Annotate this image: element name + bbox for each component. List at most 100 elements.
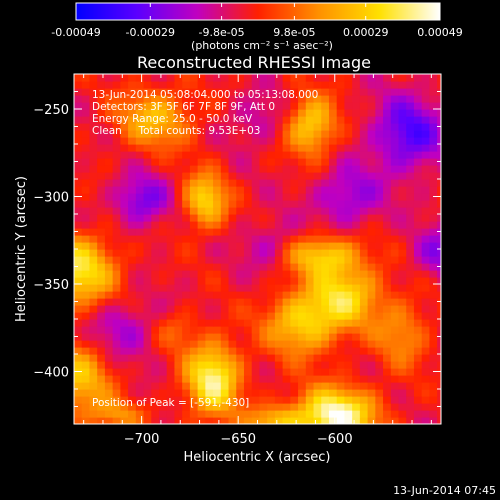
heatmap-cell bbox=[290, 291, 299, 299]
heatmap-cell bbox=[189, 221, 199, 229]
heatmap-cell bbox=[298, 158, 307, 166]
heatmap-cell bbox=[205, 193, 214, 201]
heatmap-cell bbox=[359, 214, 369, 222]
heatmap-cell bbox=[259, 144, 268, 152]
heatmap-cell bbox=[344, 109, 353, 117]
heatmap-cell bbox=[267, 284, 276, 292]
heatmap-cell bbox=[174, 235, 183, 243]
heatmap-cell bbox=[182, 361, 191, 369]
heatmap-cell bbox=[135, 249, 145, 257]
heatmap-cell bbox=[220, 347, 230, 355]
heatmap-cell bbox=[305, 242, 315, 250]
heatmap-cell bbox=[274, 326, 284, 334]
heatmap-cell bbox=[182, 319, 191, 327]
heatmap-cell bbox=[182, 340, 191, 348]
heatmap-cell bbox=[135, 396, 145, 404]
heatmap-cell bbox=[352, 172, 361, 180]
heatmap-cell bbox=[236, 382, 245, 390]
heatmap-cell bbox=[383, 242, 392, 250]
heatmap-cell bbox=[267, 305, 276, 313]
heatmap-cell bbox=[197, 179, 206, 187]
heatmap-cell bbox=[267, 123, 276, 131]
heatmap-cell bbox=[220, 221, 230, 229]
heatmap-cell bbox=[406, 277, 415, 285]
heatmap-cell bbox=[298, 263, 307, 271]
heatmap-cell bbox=[421, 319, 431, 327]
heatmap-cell bbox=[321, 88, 330, 96]
heatmap-cell bbox=[236, 144, 245, 152]
heatmap-cell bbox=[89, 221, 98, 229]
heatmap-cell bbox=[213, 151, 222, 159]
heatmap-cell bbox=[112, 242, 121, 250]
heatmap-cell bbox=[375, 235, 384, 243]
heatmap-cell bbox=[251, 368, 261, 376]
heatmap-cell bbox=[336, 144, 346, 152]
heatmap-cell bbox=[158, 228, 168, 236]
heatmap-cell bbox=[313, 179, 322, 187]
heatmap-cell bbox=[344, 284, 353, 292]
heatmap-cell bbox=[236, 123, 245, 131]
heatmap-cell bbox=[352, 95, 361, 103]
heatmap-cell bbox=[305, 144, 315, 152]
heatmap-cell bbox=[429, 333, 438, 341]
heatmap-cell bbox=[135, 354, 145, 362]
heatmap-cell bbox=[421, 312, 431, 320]
heatmap-cell bbox=[174, 263, 183, 271]
heatmap-cell bbox=[298, 95, 307, 103]
heatmap-cell bbox=[120, 88, 129, 96]
heatmap-cell bbox=[74, 95, 83, 103]
heatmap-cell bbox=[74, 256, 83, 264]
heatmap-cell bbox=[298, 375, 307, 383]
heatmap-cell bbox=[383, 326, 392, 334]
heatmap-cell bbox=[182, 389, 191, 397]
heatmap-cell bbox=[228, 396, 237, 404]
heatmap-cell bbox=[375, 158, 384, 166]
heatmap-cell bbox=[213, 263, 222, 271]
heatmap-cell bbox=[383, 109, 392, 117]
heatmap-cell bbox=[236, 249, 245, 257]
heatmap-cell bbox=[197, 221, 206, 229]
heatmap-cell bbox=[375, 249, 384, 257]
heatmap-cell bbox=[174, 158, 183, 166]
heatmap-cell bbox=[228, 256, 237, 264]
heatmap-cell bbox=[166, 312, 176, 320]
heatmap-cell bbox=[437, 382, 441, 390]
heatmap-cell bbox=[228, 263, 237, 271]
heatmap-cell bbox=[120, 235, 129, 243]
heatmap-cell bbox=[220, 193, 230, 201]
heatmap-cell bbox=[344, 298, 353, 306]
heatmap-cell bbox=[298, 410, 307, 418]
heatmap-cell bbox=[390, 305, 400, 313]
heatmap-cell bbox=[328, 368, 338, 376]
heatmap-cell bbox=[251, 256, 261, 264]
heatmap-cell bbox=[174, 172, 183, 180]
heatmap-cell bbox=[97, 228, 106, 236]
heatmap-cell bbox=[321, 403, 330, 411]
heatmap-cell bbox=[104, 172, 114, 180]
heatmap-cell bbox=[413, 396, 423, 404]
heatmap-cell bbox=[174, 95, 183, 103]
heatmap-cell bbox=[197, 375, 206, 383]
heatmap-cell bbox=[267, 179, 276, 187]
heatmap-cell bbox=[398, 81, 407, 89]
heatmap-cell bbox=[112, 375, 121, 383]
heatmap-cell bbox=[375, 144, 384, 152]
heatmap-cell bbox=[367, 347, 376, 355]
heatmap-cell bbox=[367, 263, 376, 271]
heatmap-cell bbox=[81, 137, 91, 145]
heatmap-cell bbox=[390, 221, 400, 229]
heatmap-cell bbox=[174, 333, 183, 341]
heatmap-cell bbox=[375, 74, 384, 82]
heatmap-cell bbox=[352, 74, 361, 82]
heatmap-cell bbox=[151, 81, 160, 89]
heatmap-cell bbox=[236, 256, 245, 264]
heatmap-cell bbox=[267, 116, 276, 124]
heatmap-cell bbox=[97, 172, 106, 180]
heatmap-cell bbox=[166, 263, 176, 271]
heatmap-cell bbox=[383, 228, 392, 236]
heatmap-cell bbox=[236, 165, 245, 173]
heatmap-cell bbox=[328, 172, 338, 180]
heatmap-cell bbox=[104, 333, 114, 341]
heatmap-cell bbox=[174, 319, 183, 327]
heatmap-cell bbox=[112, 172, 121, 180]
